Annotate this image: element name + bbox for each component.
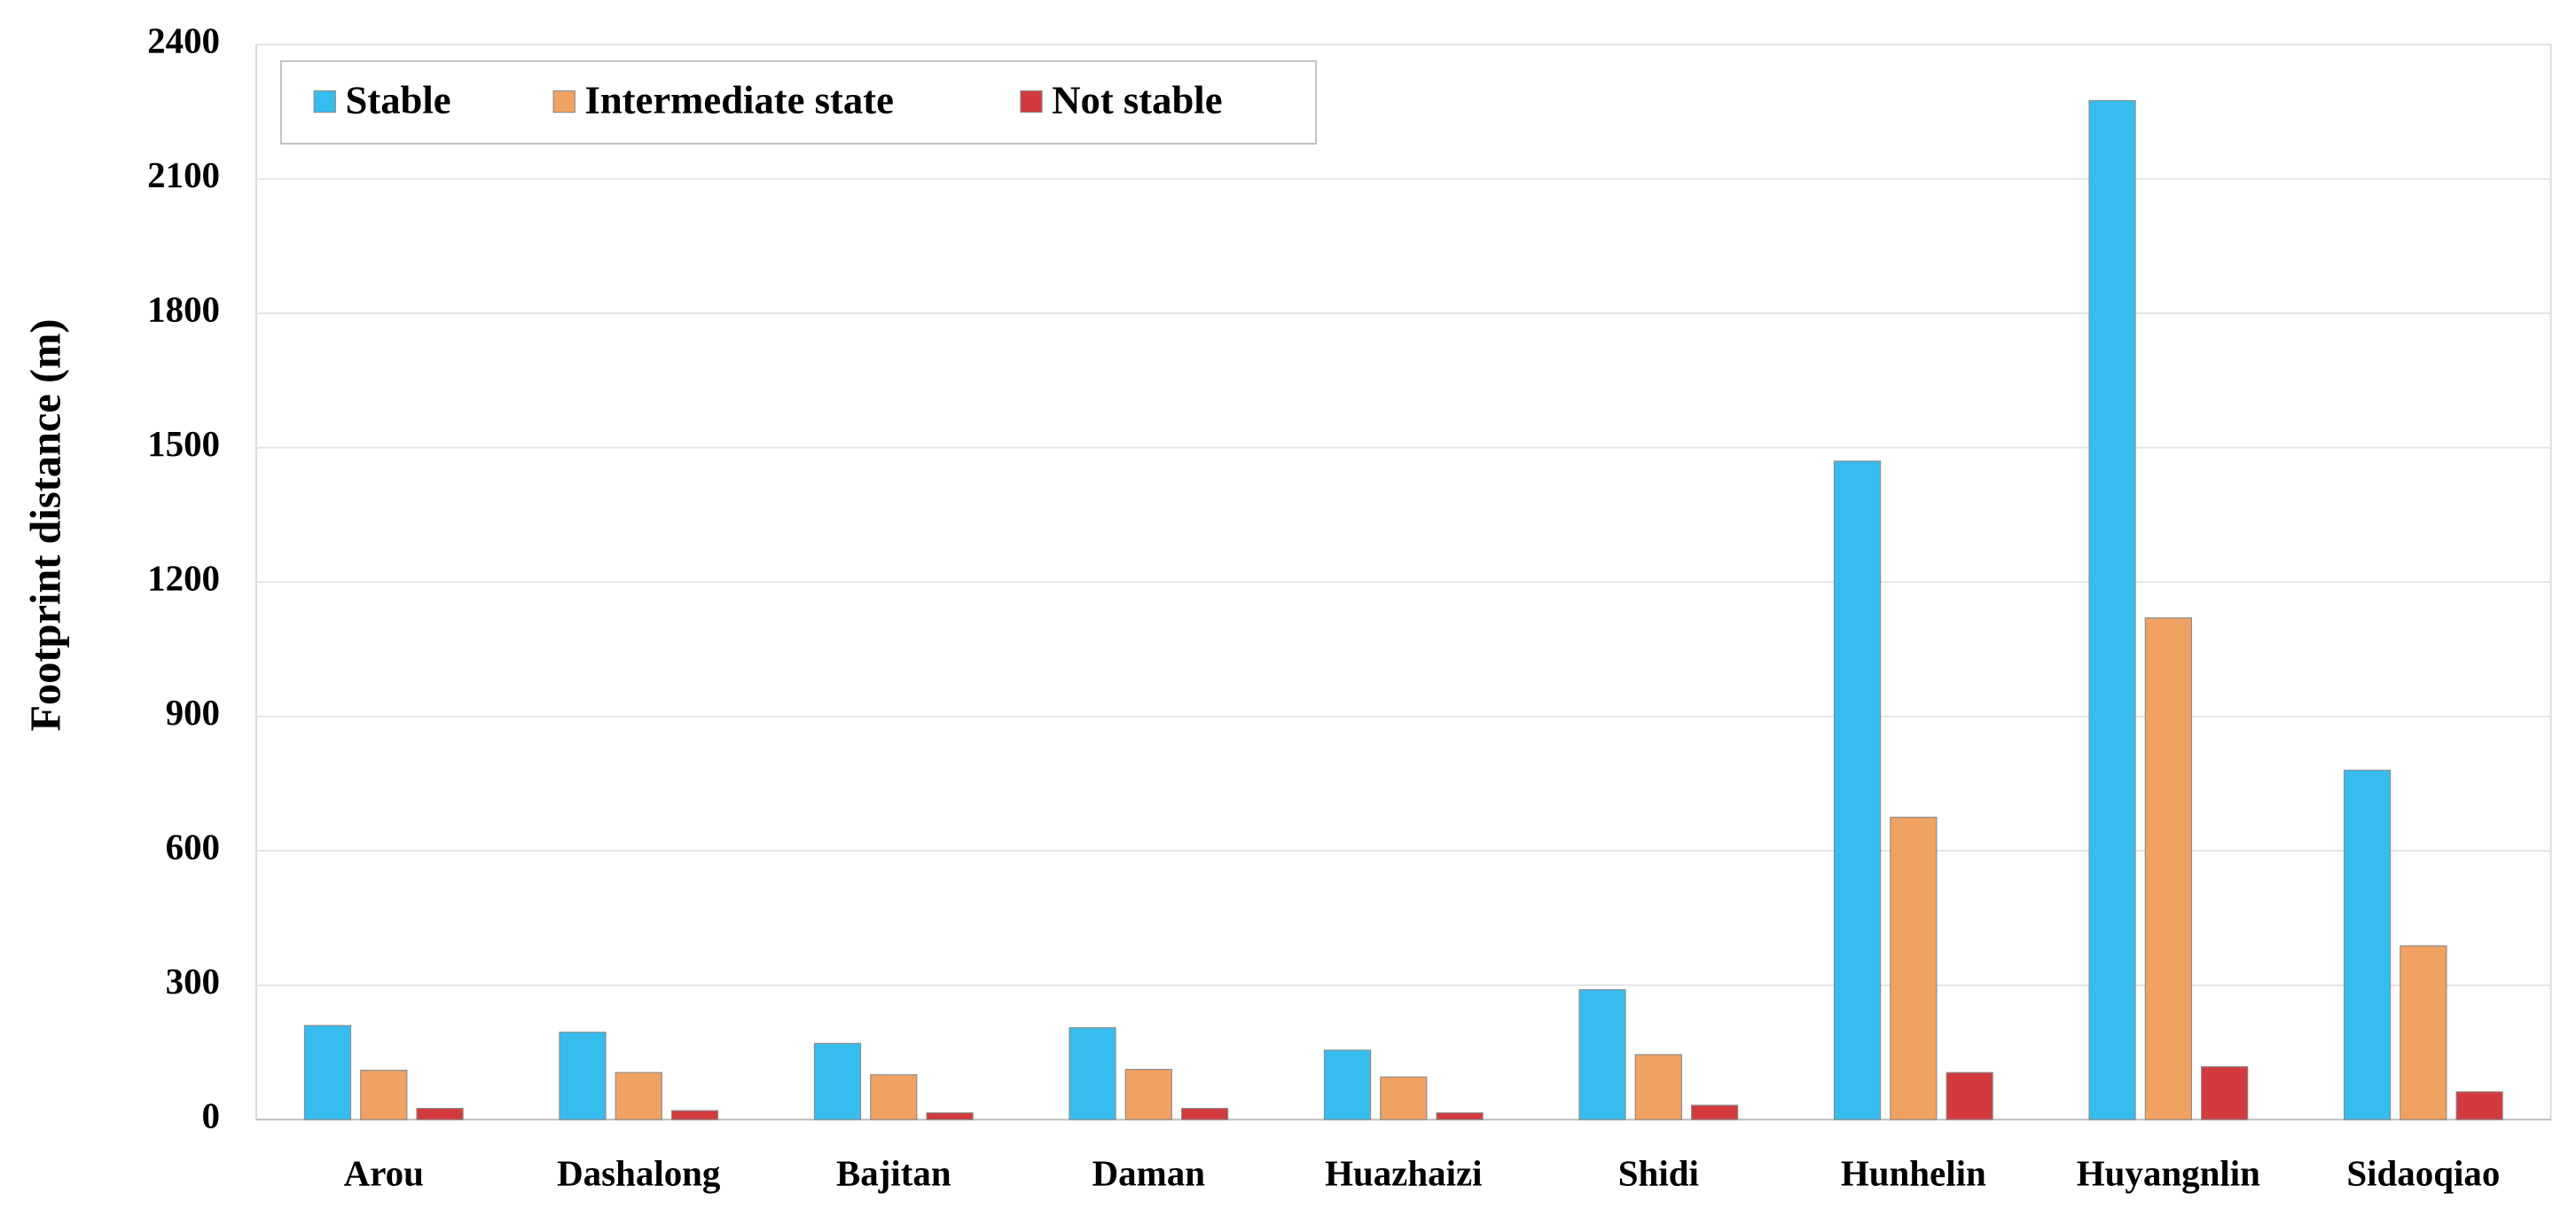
- x-tick-label: Daman: [1092, 1154, 1206, 1194]
- x-tick-label: Dashalong: [557, 1154, 721, 1194]
- y-tick-label: 1500: [147, 424, 220, 464]
- y-tick-label: 2400: [147, 21, 220, 61]
- legend-box: [279, 59, 1318, 145]
- bar: [1323, 1049, 1372, 1120]
- bar: [303, 1025, 352, 1120]
- y-axis-label: Footprint distance (m): [22, 318, 69, 731]
- y-tick-label: 0: [202, 1096, 220, 1136]
- x-tick-label: Hunhelin: [1841, 1154, 1986, 1194]
- y-tick-label: 900: [166, 693, 220, 733]
- y-tick-label: 300: [166, 962, 220, 1001]
- legend-label: Intermediate state: [584, 78, 893, 122]
- bar: [2144, 617, 2192, 1120]
- y-tick-label: 1800: [147, 290, 220, 330]
- bar: [926, 1112, 974, 1120]
- bar: [416, 1107, 464, 1120]
- bar: [2400, 945, 2447, 1120]
- bar: [2343, 769, 2392, 1120]
- bar: [1069, 1027, 1116, 1120]
- legend-swatch: [1020, 90, 1043, 114]
- bar: [2201, 1066, 2249, 1120]
- bar: [1124, 1069, 1172, 1120]
- x-tick-label: Huyangnlin: [2077, 1154, 2260, 1194]
- bar: [615, 1072, 662, 1120]
- x-tick-label: Shidi: [1618, 1154, 1699, 1194]
- bar: [1946, 1072, 1993, 1120]
- bar: [670, 1110, 719, 1120]
- bar: [1180, 1107, 1229, 1120]
- bar: [1380, 1076, 1428, 1120]
- x-tick-label: Bajitan: [836, 1154, 951, 1194]
- bar: [1833, 460, 1882, 1120]
- bar: [2088, 99, 2136, 1120]
- bar: [1634, 1054, 1682, 1120]
- x-tick-label: Arou: [344, 1154, 424, 1194]
- bar: [1690, 1104, 1739, 1120]
- x-tick-label: Sidaoqiao: [2346, 1154, 2500, 1194]
- bar: [1578, 989, 1626, 1120]
- bar: [870, 1074, 918, 1120]
- bar: [1436, 1112, 1484, 1120]
- legend-swatch: [552, 90, 575, 114]
- x-tick-label: Huazhaizi: [1325, 1154, 1482, 1194]
- y-tick-label: 2100: [147, 155, 220, 195]
- bar: [2455, 1091, 2503, 1120]
- legend-swatch: [313, 90, 336, 114]
- bar: [1890, 816, 1938, 1120]
- legend-label: Stable: [346, 78, 451, 122]
- bar: [360, 1070, 408, 1120]
- y-tick-label: 600: [166, 828, 220, 868]
- bar: [559, 1032, 607, 1120]
- y-tick-label: 1200: [147, 559, 220, 599]
- legend-label: Not stable: [1052, 78, 1222, 122]
- bar: [813, 1042, 862, 1120]
